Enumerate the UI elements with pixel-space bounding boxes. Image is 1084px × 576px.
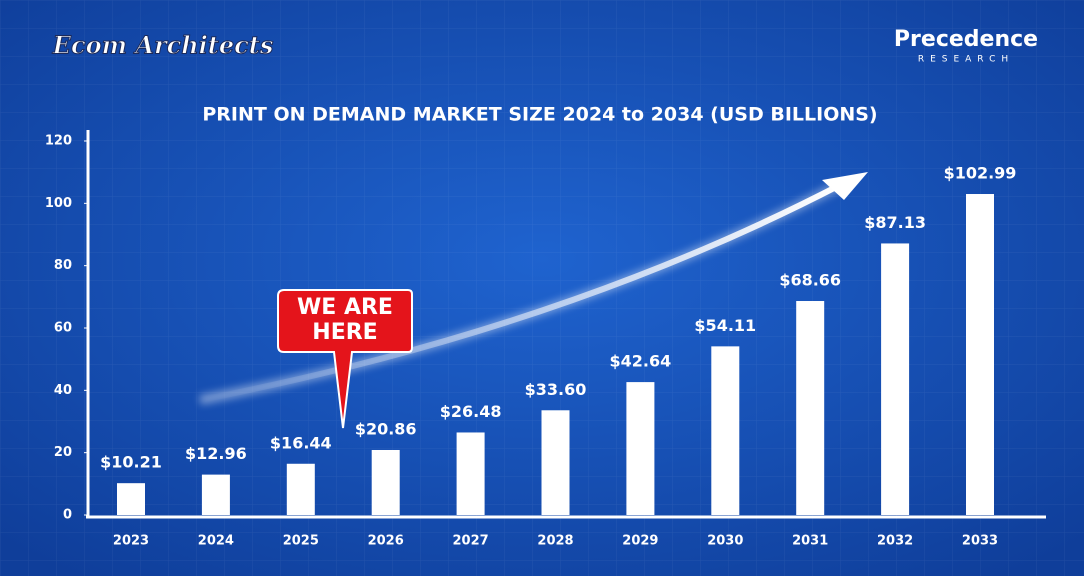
x-tick-label: 2031: [792, 534, 828, 549]
callout-text: WE ARE HERE: [297, 295, 393, 345]
x-tick-label: 2023: [113, 534, 149, 549]
bar: [456, 432, 485, 515]
y-tick-label: 120: [45, 134, 72, 149]
x-tick-label: 2027: [453, 534, 489, 549]
value-label: $33.60: [525, 380, 587, 399]
x-tick-label: 2026: [368, 534, 404, 549]
y-tick-label: 60: [54, 321, 72, 336]
bar: [966, 194, 994, 515]
value-label: $87.13: [864, 213, 926, 232]
value-label: $54.11: [694, 316, 756, 335]
bar: [796, 301, 825, 515]
callout-box: [277, 289, 413, 429]
value-label: $16.44: [270, 433, 332, 452]
x-tick-label: 2029: [622, 534, 658, 549]
logo-right-sub: RESEARCH: [918, 55, 1014, 65]
callout: WE ARE HERE: [277, 289, 413, 429]
x-tick-label: 2025: [283, 534, 319, 549]
bar: [371, 449, 400, 515]
logo-left: Ecom Architects: [52, 31, 274, 60]
bar: [881, 243, 910, 516]
x-tick-label: 2032: [877, 534, 913, 549]
chart-title: PRINT ON DEMAND MARKET SIZE 2024 to 2034…: [202, 104, 877, 126]
bar: [286, 463, 315, 515]
value-label: $26.48: [440, 402, 502, 421]
bar: [117, 483, 145, 515]
y-tick-label: 0: [63, 508, 72, 523]
bar: [541, 410, 570, 515]
x-tick-label: 2033: [962, 534, 998, 549]
logo-right: Precedence: [894, 27, 1038, 52]
y-tick-label: 100: [45, 196, 72, 211]
x-tick-label: 2024: [198, 534, 234, 549]
value-label: $20.86: [355, 419, 417, 438]
bar: [201, 474, 230, 515]
bar: [626, 382, 655, 515]
value-label: $10.21: [100, 453, 162, 472]
bar: [711, 346, 740, 515]
x-tick-label: 2028: [537, 534, 573, 549]
trend-arrow-head: [822, 172, 868, 200]
value-label: $68.66: [779, 271, 841, 290]
value-label: $12.96: [185, 444, 247, 463]
value-label: $102.99: [944, 164, 1017, 183]
x-tick-label: 2030: [707, 534, 743, 549]
y-tick-label: 40: [54, 383, 72, 398]
y-tick-label: 20: [54, 445, 72, 460]
value-label: $42.64: [610, 352, 672, 371]
trend-arrow: [199, 182, 842, 403]
y-tick-label: 80: [54, 258, 72, 273]
